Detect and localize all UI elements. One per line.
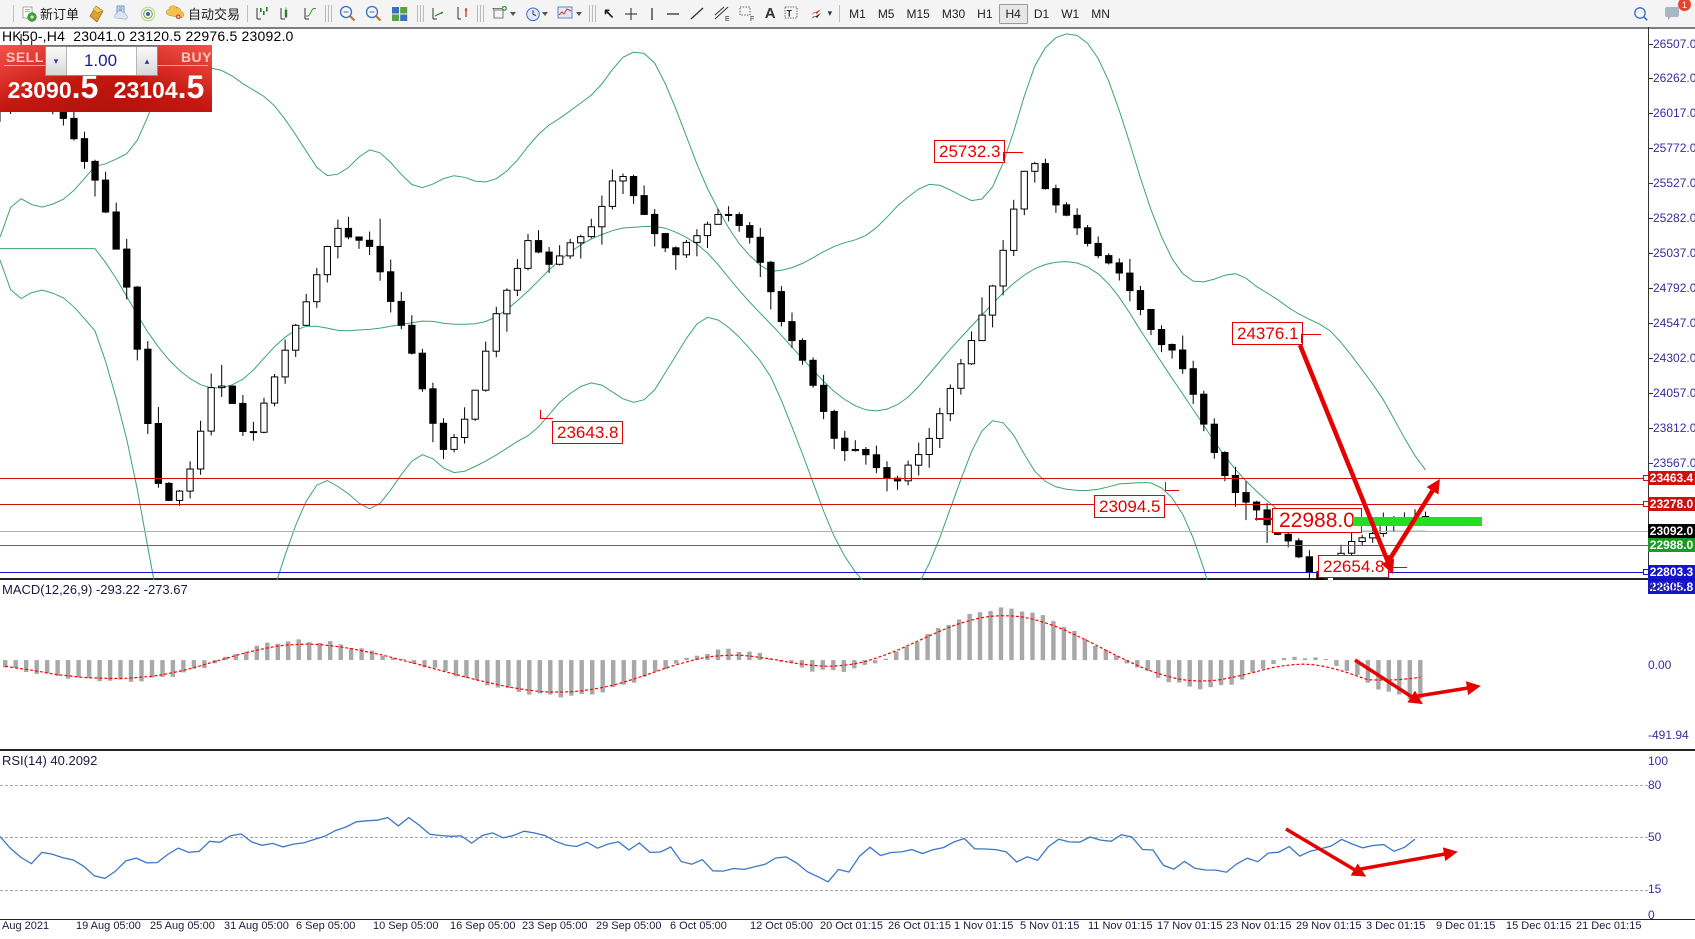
svg-text:E: E	[725, 16, 730, 22]
svg-text:T: T	[786, 8, 792, 18]
svg-text:F: F	[750, 16, 754, 22]
